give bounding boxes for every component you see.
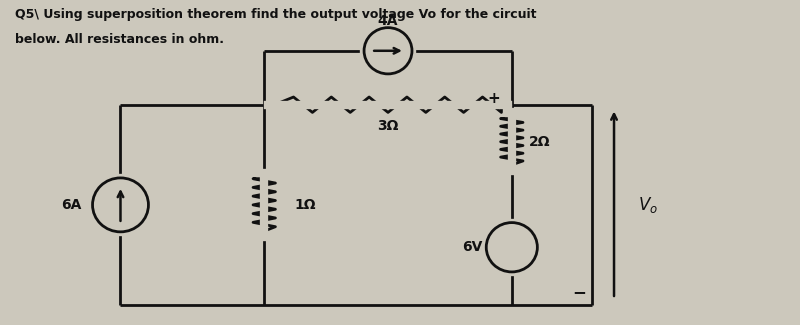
Text: 6V: 6V (462, 240, 482, 254)
Text: −: − (573, 283, 586, 301)
Text: $V_o$: $V_o$ (638, 195, 658, 215)
Text: 2Ω: 2Ω (530, 135, 551, 149)
Text: +: + (488, 91, 501, 106)
Text: Q5\ Using superposition theorem find the output voltage Vo for the circuit: Q5\ Using superposition theorem find the… (15, 8, 537, 21)
Text: 1Ω: 1Ω (294, 198, 316, 212)
Text: 4A: 4A (378, 15, 398, 29)
Text: 3Ω: 3Ω (378, 119, 398, 133)
Text: 6A: 6A (61, 198, 81, 212)
Text: below. All resistances in ohm.: below. All resistances in ohm. (15, 33, 224, 46)
